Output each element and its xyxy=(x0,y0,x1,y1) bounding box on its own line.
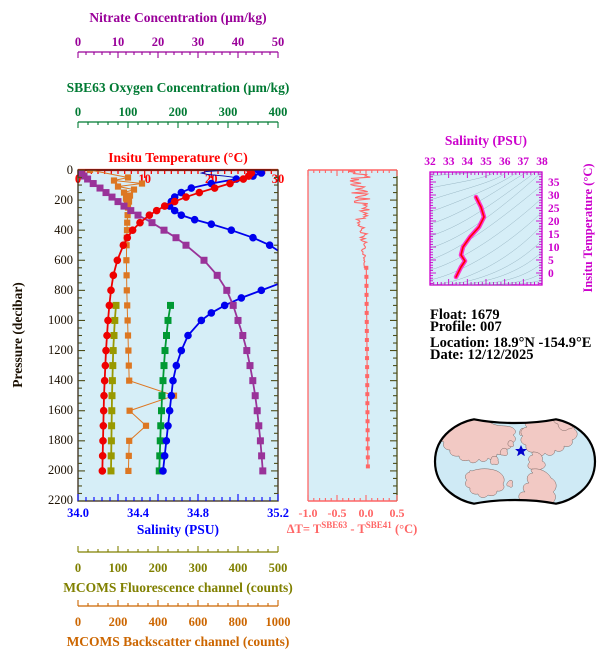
svg-text:SBE63 Oxygen Concentration (µm: SBE63 Oxygen Concentration (µm/kg) xyxy=(67,80,290,95)
svg-text:Profile: 007: Profile: 007 xyxy=(430,319,502,335)
svg-text:600: 600 xyxy=(54,253,73,267)
svg-text:200: 200 xyxy=(109,615,128,629)
svg-text:Nitrate Concentration (µm/kg): Nitrate Concentration (µm/kg) xyxy=(89,10,266,25)
svg-text:400: 400 xyxy=(269,105,288,119)
svg-text:36: 36 xyxy=(499,156,511,168)
svg-text:40: 40 xyxy=(232,35,245,49)
svg-text:400: 400 xyxy=(229,561,248,575)
svg-text:MCOMS Backscatter channel (cou: MCOMS Backscatter channel (counts) xyxy=(67,634,290,649)
svg-text:-1.0: -1.0 xyxy=(299,506,318,520)
svg-text:20: 20 xyxy=(152,35,165,49)
svg-text:800: 800 xyxy=(54,283,73,297)
svg-text:800: 800 xyxy=(229,615,248,629)
svg-text:10: 10 xyxy=(112,35,125,49)
svg-text:2000: 2000 xyxy=(48,463,73,477)
svg-text:15: 15 xyxy=(548,229,560,241)
svg-text:10: 10 xyxy=(548,242,560,254)
svg-text:100: 100 xyxy=(109,561,128,575)
svg-text:20: 20 xyxy=(548,216,560,228)
svg-text:Salinity (PSU): Salinity (PSU) xyxy=(137,522,219,537)
svg-text:35: 35 xyxy=(548,177,560,189)
svg-text:300: 300 xyxy=(219,105,238,119)
svg-text:Salinity (PSU): Salinity (PSU) xyxy=(445,133,527,148)
svg-text:30: 30 xyxy=(548,190,560,202)
svg-text:500: 500 xyxy=(269,561,288,575)
svg-text:5: 5 xyxy=(548,255,554,267)
svg-text:30: 30 xyxy=(192,35,205,49)
svg-text:2200: 2200 xyxy=(48,493,73,507)
svg-text:35: 35 xyxy=(480,156,492,168)
svg-text:400: 400 xyxy=(149,615,168,629)
svg-text:34.0: 34.0 xyxy=(67,506,89,520)
svg-text:1200: 1200 xyxy=(48,343,73,357)
svg-text:37: 37 xyxy=(518,156,530,168)
svg-text:200: 200 xyxy=(149,561,168,575)
svg-text:100: 100 xyxy=(119,105,138,119)
svg-text:Insitu Temperature (°C): Insitu Temperature (°C) xyxy=(108,150,247,165)
svg-text:0: 0 xyxy=(75,561,81,575)
svg-text:200: 200 xyxy=(54,193,73,207)
svg-text:Pressure (decibar): Pressure (decibar) xyxy=(10,282,25,388)
svg-text:300: 300 xyxy=(189,561,208,575)
svg-text:1400: 1400 xyxy=(48,373,73,387)
svg-text:1600: 1600 xyxy=(48,403,73,417)
svg-text:1000: 1000 xyxy=(266,615,291,629)
svg-text:38: 38 xyxy=(536,156,548,168)
svg-text:200: 200 xyxy=(169,105,188,119)
svg-text:34: 34 xyxy=(462,156,474,168)
svg-text:0: 0 xyxy=(75,105,81,119)
svg-text:50: 50 xyxy=(272,35,285,49)
svg-text:0.0: 0.0 xyxy=(359,506,374,520)
svg-text:-0.5: -0.5 xyxy=(328,506,347,520)
svg-text:25: 25 xyxy=(548,203,560,215)
svg-text:0: 0 xyxy=(548,268,554,280)
svg-text:600: 600 xyxy=(189,615,208,629)
svg-text:Date: 12/12/2025: Date: 12/12/2025 xyxy=(430,347,534,363)
svg-text:34.4: 34.4 xyxy=(127,506,150,520)
svg-text:35.2: 35.2 xyxy=(267,506,289,520)
svg-text:1800: 1800 xyxy=(48,433,73,447)
svg-text:MCOMS Fluorescence channel (co: MCOMS Fluorescence channel (counts) xyxy=(63,580,293,595)
svg-text:1000: 1000 xyxy=(48,313,73,327)
svg-text:33: 33 xyxy=(443,156,455,168)
svg-text:ΔT= TSBE63 - TSBE41 (°C): ΔT= TSBE63 - TSBE41 (°C) xyxy=(287,520,418,536)
svg-text:0.5: 0.5 xyxy=(390,506,405,520)
svg-text:400: 400 xyxy=(54,223,73,237)
svg-text:0: 0 xyxy=(67,163,73,177)
svg-text:Insitu Temperature (°C): Insitu Temperature (°C) xyxy=(581,163,595,292)
svg-text:32: 32 xyxy=(424,156,436,168)
svg-text:34.8: 34.8 xyxy=(187,506,209,520)
svg-text:0: 0 xyxy=(75,35,81,49)
svg-text:0: 0 xyxy=(75,615,81,629)
